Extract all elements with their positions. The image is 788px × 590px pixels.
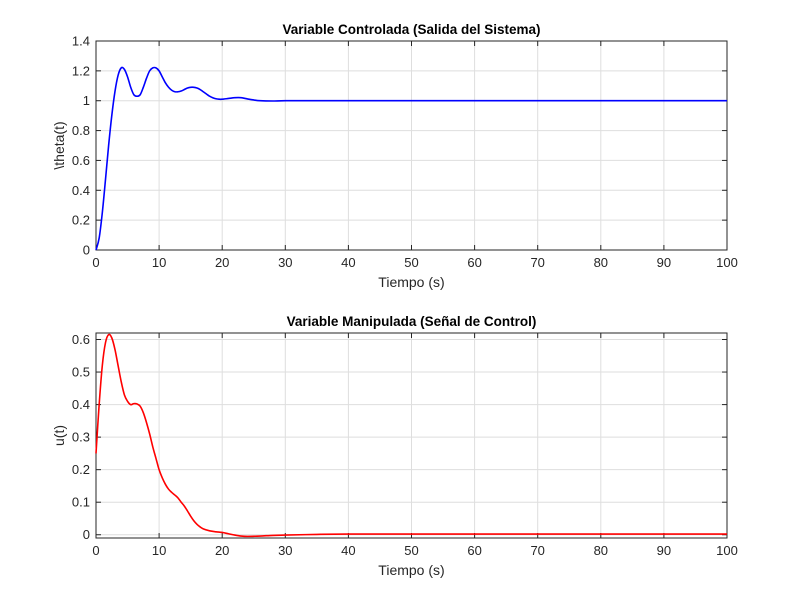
- u-series-line: [95, 333, 727, 538]
- bottom-x-tick-label: 40: [341, 543, 355, 558]
- bottom-y-tick-label: 0.3: [72, 430, 90, 445]
- bottom-x-tick-label: 30: [278, 543, 292, 558]
- bottom-grid: [95, 333, 728, 538]
- bottom-x-tick-label: 60: [467, 543, 481, 558]
- bottom-y-tick-label: 0: [83, 527, 90, 542]
- bottom-y-axis-label: u(t): [51, 425, 67, 446]
- bottom-y-tick-label: 0.1: [72, 495, 90, 510]
- bottom-x-tick-label: 80: [594, 543, 608, 558]
- top-y-axis-label: \theta(t): [51, 121, 67, 169]
- bottom-x-tick-label: 90: [657, 543, 671, 558]
- top-x-tick-label: 60: [467, 255, 481, 270]
- top-x-tick-label: 40: [341, 255, 355, 270]
- top-axes: 0 10 20 30 40 50 60 70 80 90 100 0 0.2 0.4 0.6 0.8 1 1.2 1…: [51, 22, 738, 290]
- bottom-x-tick-label: 100: [716, 543, 738, 558]
- top-x-tick-label: 100: [716, 255, 738, 270]
- bottom-x-tick-label: 10: [152, 543, 166, 558]
- top-y-tick-label: 1: [83, 93, 90, 108]
- top-y-tick-label: 0.4: [72, 183, 90, 198]
- bottom-axes: 0 10 20 30 40 50 60 70 80 90 100 0 0.1 0.2 0.3 0.4 0.5 0.…: [51, 314, 738, 578]
- theta-series-line: [95, 66, 727, 251]
- top-ticks: 0 10 20 30 40 50 60 70 80 90 100 0 0.2 0.4 0.6 0.8 1 1.2 1…: [72, 34, 738, 271]
- top-y-tick-label: 0: [83, 243, 90, 258]
- bottom-y-tick-label: 0.4: [72, 397, 90, 412]
- bottom-y-tick-label: 0.2: [72, 462, 90, 477]
- bottom-x-tick-label: 0: [92, 543, 99, 558]
- top-x-tick-label: 70: [530, 255, 544, 270]
- top-y-tick-label: 0.2: [72, 213, 90, 228]
- top-y-tick-label: 1.2: [72, 63, 90, 78]
- bottom-x-tick-label: 50: [404, 543, 418, 558]
- top-grid: [95, 40, 728, 251]
- bottom-chart-title: Variable Manipulada (Señal de Control): [287, 314, 537, 329]
- top-x-tick-label: 20: [215, 255, 229, 270]
- top-x-tick-label: 50: [404, 255, 418, 270]
- top-y-tick-label: 0.6: [72, 153, 90, 168]
- top-y-tick-label: 1.4: [72, 34, 90, 49]
- top-x-tick-label: 30: [278, 255, 292, 270]
- top-x-tick-label: 80: [594, 255, 608, 270]
- bottom-y-tick-label: 0.6: [72, 332, 90, 347]
- bottom-ticks: 0 10 20 30 40 50 60 70 80 90 100 0 0.1 0.2 0.3 0.4 0.5 0.…: [72, 332, 738, 558]
- top-chart-title: Variable Controlada (Salida del Sistema): [282, 22, 540, 37]
- bottom-y-tick-label: 0.5: [72, 365, 90, 380]
- top-x-axis-label: Tiempo (s): [378, 274, 444, 290]
- top-y-tick-label: 0.8: [72, 123, 90, 138]
- bottom-x-tick-label: 70: [530, 543, 544, 558]
- bottom-x-axis-label: Tiempo (s): [378, 562, 444, 578]
- top-x-tick-label: 0: [92, 255, 99, 270]
- bottom-x-tick-label: 20: [215, 543, 229, 558]
- top-x-tick-label: 90: [657, 255, 671, 270]
- top-x-tick-label: 10: [152, 255, 166, 270]
